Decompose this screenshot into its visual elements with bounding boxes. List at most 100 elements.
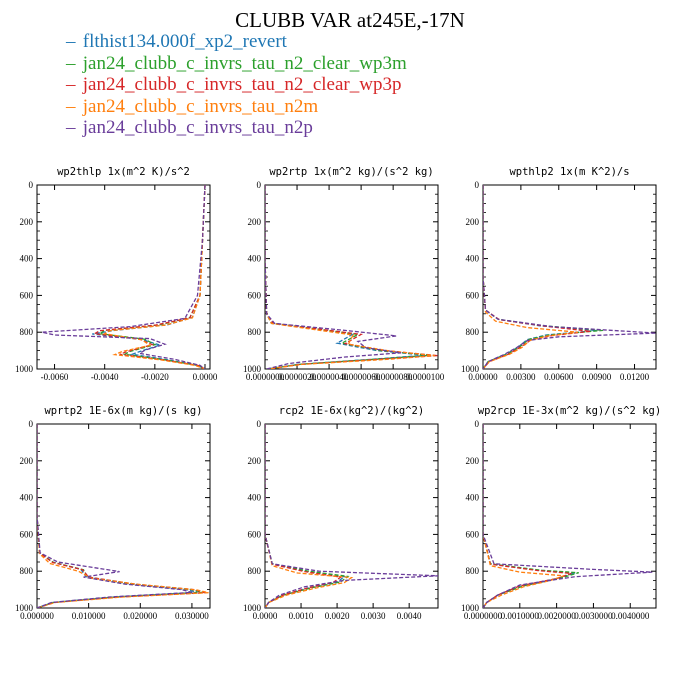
x-tick-label: -0.0040 bbox=[91, 372, 119, 382]
x-tick-label: 0.0000000 bbox=[246, 372, 285, 382]
y-tick-label: 0 bbox=[475, 180, 480, 190]
x-tick-label: 0.00000 bbox=[468, 372, 498, 382]
x-tick-label: 0.030000 bbox=[175, 611, 209, 621]
y-tick-label: 800 bbox=[466, 327, 480, 337]
plot-frame bbox=[36, 184, 211, 370]
legend-entry: – jan24_clubb_c_invrs_tau_n2_clear_wp3m bbox=[66, 53, 407, 75]
y-tick-label: 400 bbox=[466, 493, 480, 503]
panel-title: wp2rtp 1x(m^2 kg)/(s^2 kg) bbox=[269, 166, 433, 178]
legend-label: jan24_clubb_c_invrs_tau_n2_clear_wp3m bbox=[78, 52, 407, 74]
y-tick-label: 600 bbox=[20, 529, 34, 539]
plot-frame bbox=[36, 423, 211, 609]
x-tick-label: 0.0020000 bbox=[537, 611, 576, 621]
panel-title: rcp2 1E-6x(kg^2)/(kg^2) bbox=[279, 405, 424, 417]
series-line bbox=[265, 185, 431, 369]
y-tick-label: 200 bbox=[20, 217, 34, 227]
legend-entry: – flthist134.000f_xp2_revert bbox=[66, 31, 407, 53]
plot-frame bbox=[264, 184, 439, 370]
y-tick-label: 0 bbox=[475, 419, 480, 429]
series-line bbox=[37, 424, 198, 608]
y-tick-label: 1000 bbox=[15, 364, 34, 374]
y-tick-label: 200 bbox=[248, 456, 262, 466]
y-tick-label: 600 bbox=[248, 529, 262, 539]
y-tick-label: 600 bbox=[466, 290, 480, 300]
x-tick-label: 0.0000100 bbox=[406, 372, 445, 382]
y-tick-label: 1000 bbox=[461, 603, 480, 613]
panel-title: wpthlp2 1x(m K^2)/s bbox=[509, 166, 629, 178]
x-tick-label: 0.0040 bbox=[397, 611, 422, 621]
y-tick-label: 1000 bbox=[243, 603, 262, 613]
y-tick-label: 400 bbox=[248, 254, 262, 264]
series-line bbox=[37, 424, 193, 608]
y-tick-label: 800 bbox=[466, 566, 480, 576]
y-tick-label: 400 bbox=[248, 493, 262, 503]
series-line bbox=[483, 424, 653, 608]
x-tick-label: 0.000000 bbox=[20, 611, 54, 621]
series-line bbox=[37, 424, 205, 608]
y-tick-label: 0 bbox=[29, 180, 34, 190]
legend-dash: – bbox=[66, 95, 76, 117]
legend-dash: – bbox=[66, 52, 76, 74]
series-line bbox=[483, 424, 579, 608]
x-tick-label: 0.0000020 bbox=[278, 372, 317, 382]
y-tick-label: 400 bbox=[466, 254, 480, 264]
series-line bbox=[265, 185, 435, 369]
x-tick-label: 0.00900 bbox=[582, 372, 612, 382]
series-line bbox=[483, 185, 578, 369]
x-tick-label: 0.01200 bbox=[620, 372, 650, 382]
y-tick-label: 0 bbox=[257, 419, 262, 429]
series-line bbox=[41, 185, 206, 369]
y-tick-label: 1000 bbox=[15, 603, 34, 613]
series-line bbox=[483, 185, 604, 369]
legend: – flthist134.000f_xp2_revert – jan24_club… bbox=[66, 31, 407, 139]
series-line bbox=[265, 424, 438, 608]
legend-dash: – bbox=[66, 117, 76, 138]
legend-label: jan24_clubb_c_invrs_tau_n2p bbox=[78, 117, 313, 138]
x-tick-label: 0.0000 bbox=[253, 611, 278, 621]
y-tick-label: 200 bbox=[466, 456, 480, 466]
y-tick-label: 200 bbox=[20, 456, 34, 466]
y-tick-label: 400 bbox=[20, 254, 34, 264]
x-tick-label: 0.010000 bbox=[72, 611, 106, 621]
y-tick-label: 600 bbox=[20, 290, 34, 300]
x-tick-label: 0.0020 bbox=[325, 611, 350, 621]
x-tick-label: 0.0000000 bbox=[464, 611, 503, 621]
series-line bbox=[97, 185, 206, 369]
y-tick-label: 1000 bbox=[461, 364, 480, 374]
series-line bbox=[265, 424, 343, 608]
y-tick-label: 600 bbox=[466, 529, 480, 539]
y-tick-label: 800 bbox=[248, 566, 262, 576]
chart-panel: wp2rcp 1E-3x(m^2 kg)/(s^2 kg) 0 200 400 600 8… bbox=[461, 405, 661, 621]
y-tick-label: 1000 bbox=[243, 364, 262, 374]
y-tick-label: 200 bbox=[466, 217, 480, 227]
y-tick-label: 600 bbox=[248, 290, 262, 300]
legend-entry: – jan24_clubb_c_invrs_tau_n2m bbox=[66, 96, 407, 118]
legend-dash: – bbox=[66, 31, 76, 52]
x-tick-label: 0.0000080 bbox=[374, 372, 413, 382]
y-tick-label: 0 bbox=[257, 180, 262, 190]
legend-entry: – jan24_clubb_c_invrs_tau_n2p bbox=[66, 117, 407, 139]
chart-panel: wp2thlp 1x(m^2 K)/s^2 0 200 400 600 800 1000 -0… bbox=[15, 166, 218, 382]
plot-frame bbox=[482, 423, 657, 609]
y-tick-label: 800 bbox=[248, 327, 262, 337]
series-line bbox=[483, 185, 591, 369]
panel-title: wprtp2 1E-6x(m kg)/(s kg) bbox=[44, 405, 202, 417]
legend-entry: – jan24_clubb_c_invrs_tau_n2_clear_wp3p bbox=[66, 74, 407, 96]
chart-panel: wpthlp2 1x(m K^2)/s020040060080010000.00… bbox=[461, 166, 657, 382]
chart-panel: rcp2 1E-6x(kg^2)/(kg^2) 0 200 400 600 800 1000… bbox=[243, 405, 439, 621]
chart-panel: wprtp2 1E-6x(m kg)/(s kg) 0 200 400 600 800 10… bbox=[15, 405, 211, 621]
x-tick-label: 0.020000 bbox=[123, 611, 157, 621]
y-tick-label: 800 bbox=[20, 566, 34, 576]
series-line bbox=[265, 424, 346, 608]
panel-title: wp2rcp 1E-3x(m^2 kg)/(s^2 kg) bbox=[478, 405, 661, 417]
x-tick-label: 0.0010000 bbox=[501, 611, 540, 621]
panel-title: wp2thlp 1x(m^2 K)/s^2 bbox=[57, 166, 190, 178]
x-tick-label: 0.0010 bbox=[289, 611, 314, 621]
x-tick-label: 0.0000060 bbox=[342, 372, 381, 382]
legend-label: jan24_clubb_c_invrs_tau_n2m bbox=[78, 95, 319, 117]
plot-frame bbox=[482, 184, 657, 370]
x-tick-label: 0.0000040 bbox=[310, 372, 349, 382]
legend-label: flthist134.000f_xp2_revert bbox=[78, 31, 287, 52]
series-line bbox=[483, 185, 656, 369]
